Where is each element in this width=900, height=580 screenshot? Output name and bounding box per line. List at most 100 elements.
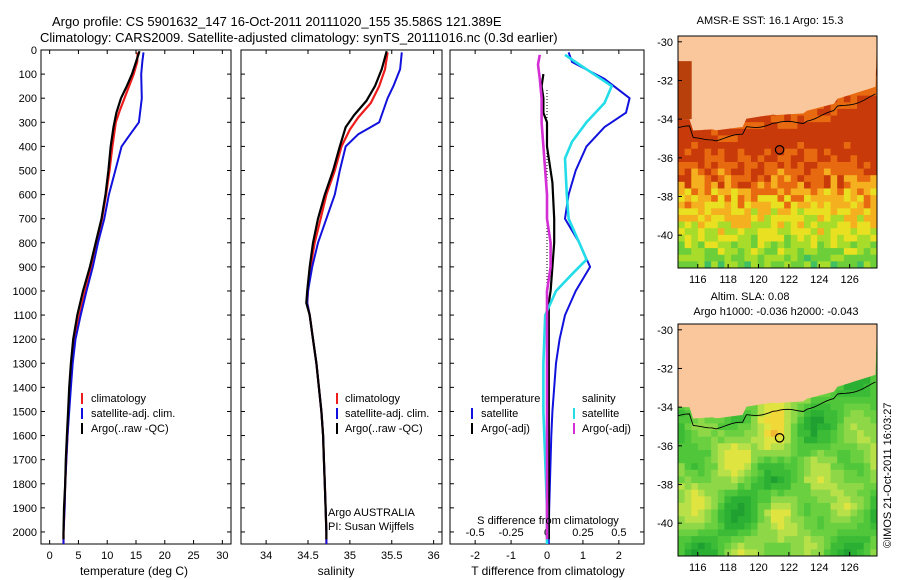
map-cell [770,128,779,137]
map-cell [804,549,812,556]
map-cell [843,443,852,451]
map-cell [804,195,812,203]
map-cell [691,234,699,243]
map-cell [804,430,812,438]
x-tick-label: 30 [216,550,228,562]
map-cell [850,516,858,524]
map-cell [870,377,877,385]
y-tick-label: 600 [19,190,37,202]
map-cell [770,416,779,425]
map-cell [697,214,706,223]
map-cell [777,529,785,537]
map-cell [843,261,852,268]
map-cell [737,443,745,451]
plot-frame [40,49,232,545]
map-cell [830,416,838,425]
map-cell [804,181,812,190]
map-cell [744,410,752,418]
map-cell [823,516,832,524]
header-line-1: Argo profile: CS 5901632_147 16-Oct-2011… [52,14,502,29]
map-cell [724,201,732,209]
map-cell [797,463,805,471]
x-tick-label: 122 [780,274,798,286]
map-cell [704,502,712,511]
map-cell [737,128,745,137]
x-tick-label: 34 [260,550,272,562]
map-cell [797,188,805,196]
series-line-salinity-satellite [542,53,614,544]
map-cell [830,509,838,517]
legend-swatch-t-satellite [471,408,473,419]
map-cell [804,201,812,209]
map-cell [777,522,785,531]
map-cell [691,522,699,531]
map-cell [764,241,772,249]
map-cell [850,248,858,256]
map-cell [830,128,838,137]
map-cell [857,377,865,385]
map-cell [797,502,805,511]
map-cell [691,221,699,229]
map-cell [757,241,765,249]
map-cell [797,161,805,170]
map-cell [817,108,825,117]
map-cell [810,175,818,183]
map-cell [850,234,858,243]
map-cell [737,436,745,444]
map-cell [697,148,706,156]
map-cell [764,509,772,517]
map-cell [724,522,732,531]
map-cell [837,155,845,163]
map-cell [678,522,686,531]
map-cell [704,175,712,183]
y-tick-label: -30 [657,325,673,337]
map-cell [797,201,805,209]
x-tick-label: 10 [101,550,113,562]
map-cell [711,463,719,471]
map-cell [737,155,745,163]
map-cell [750,188,759,196]
map-cell [870,168,877,176]
map-cell [804,423,812,431]
map-cell [863,483,871,491]
map-cell [770,529,779,537]
map-cell [837,188,845,196]
map-cell [804,516,812,524]
argo-float-marker [774,144,785,155]
map-cell [843,102,852,110]
map-cell [817,416,825,425]
map-cell [857,390,865,398]
map-cell [717,463,726,471]
map-cell [817,188,825,196]
map-cell [857,115,865,123]
map-cell [870,89,877,97]
map-cell [770,148,779,156]
map-cell [823,188,832,196]
map-cell [857,542,865,550]
map-cell [817,142,825,150]
map-cell [857,195,865,203]
map-cell [863,135,871,143]
map-cell [684,436,692,444]
map-cell [777,536,785,544]
map-cell [823,228,832,236]
map-cell [823,443,832,451]
map-cell [704,483,712,491]
map-cell [810,128,818,137]
map-cell [817,122,825,130]
map-cell [857,168,865,176]
map-cell [697,155,706,163]
map-cell [704,542,712,550]
map-cell [810,410,818,418]
map-cell [777,115,785,123]
map-cell [810,108,818,117]
map-cell [837,469,845,478]
map-cell [770,261,779,268]
map-cell [817,181,825,190]
map-cell [837,403,845,411]
map-cell [857,248,865,256]
map-cell [830,463,838,471]
map-cell [870,396,877,405]
map-cell [850,403,858,411]
map-cell [724,142,732,150]
